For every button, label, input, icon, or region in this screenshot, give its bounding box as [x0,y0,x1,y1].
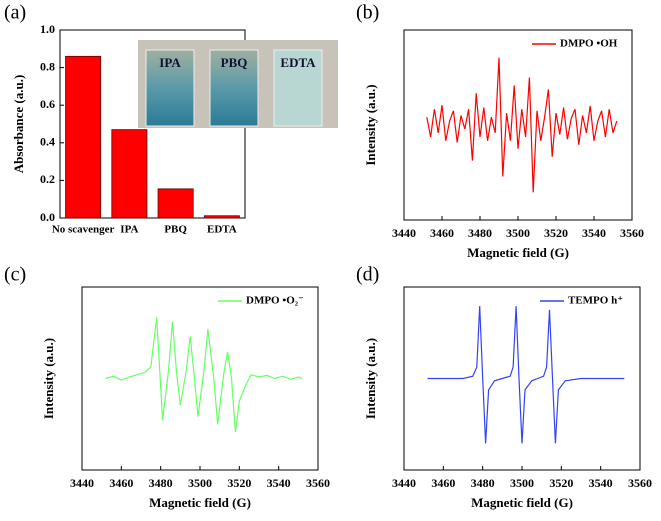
x-tick-label: 3520 [544,226,568,240]
bar [111,129,148,219]
inset-label: IPA [159,55,181,70]
y-tick-label: 0.8 [40,59,55,73]
x-tick-label: 3500 [506,226,530,240]
bar [65,55,102,219]
legend-label: DMPO •O₂⁻ [246,295,304,307]
x-tick-label: 3560 [306,476,330,490]
x-tick-label: PBQ [164,224,187,236]
y-axis-label: Intensity (a.u.) [363,84,378,165]
x-tick-label: 3460 [109,476,133,490]
y-axis-label: Intensity (a.u.) [41,338,56,419]
x-tick-label: 3500 [510,476,534,490]
panel-label: (d) [356,264,379,286]
bar [157,188,194,219]
vial [273,49,323,127]
inset-label: EDTA [280,55,316,70]
x-tick-label: 3480 [468,226,492,240]
y-tick-label: 1.0 [40,22,55,36]
x-axis-label: Magnetic field (G) [467,245,569,260]
x-tick-label: No scavenger [52,224,115,236]
y-axis-label: Absorbance (a.u.) [11,75,26,174]
panel-label: (b) [356,2,379,24]
x-tick-label: 3520 [549,476,573,490]
y-tick-label: 0.6 [40,97,55,111]
x-tick-label: 3500 [188,476,212,490]
legend-label: DMPO •OH [560,38,618,50]
x-tick-label: 3540 [589,476,613,490]
x-tick-label: 3560 [620,226,644,240]
inset-label: PBQ [221,55,248,70]
x-tick-label: 3480 [149,476,173,490]
y-axis-label: Intensity (a.u.) [363,338,378,419]
x-axis-label: Magnetic field (G) [471,495,573,510]
y-tick-label: 0.2 [40,172,55,186]
x-tick-label: EDTA [207,224,237,236]
vial [209,49,259,127]
x-tick-label: 3440 [392,226,416,240]
line-series [426,57,618,193]
plot-frame [403,29,633,221]
x-tick-label: 3520 [227,476,251,490]
vial [145,49,195,127]
y-tick-label: 0.0 [40,210,55,224]
panel-label: (c) [4,264,26,286]
x-axis-label: Magnetic field (G) [149,495,251,510]
panel-label: (a) [4,2,26,24]
line-series [105,317,303,432]
bar [203,215,240,219]
y-tick-label: 0.4 [40,135,55,149]
x-tick-label: 3460 [431,476,455,490]
x-tick-label: 3460 [430,226,454,240]
x-tick-label: 3440 [70,476,94,490]
legend-label: TEMPO h⁺ [568,295,623,307]
x-tick-label: 3540 [582,226,606,240]
x-tick-label: 3480 [471,476,495,490]
x-tick-label: 3540 [267,476,291,490]
x-tick-label: 3560 [628,476,652,490]
x-tick-label: IPA [120,224,138,236]
x-tick-label: 3440 [392,476,416,490]
line-series [427,306,625,444]
